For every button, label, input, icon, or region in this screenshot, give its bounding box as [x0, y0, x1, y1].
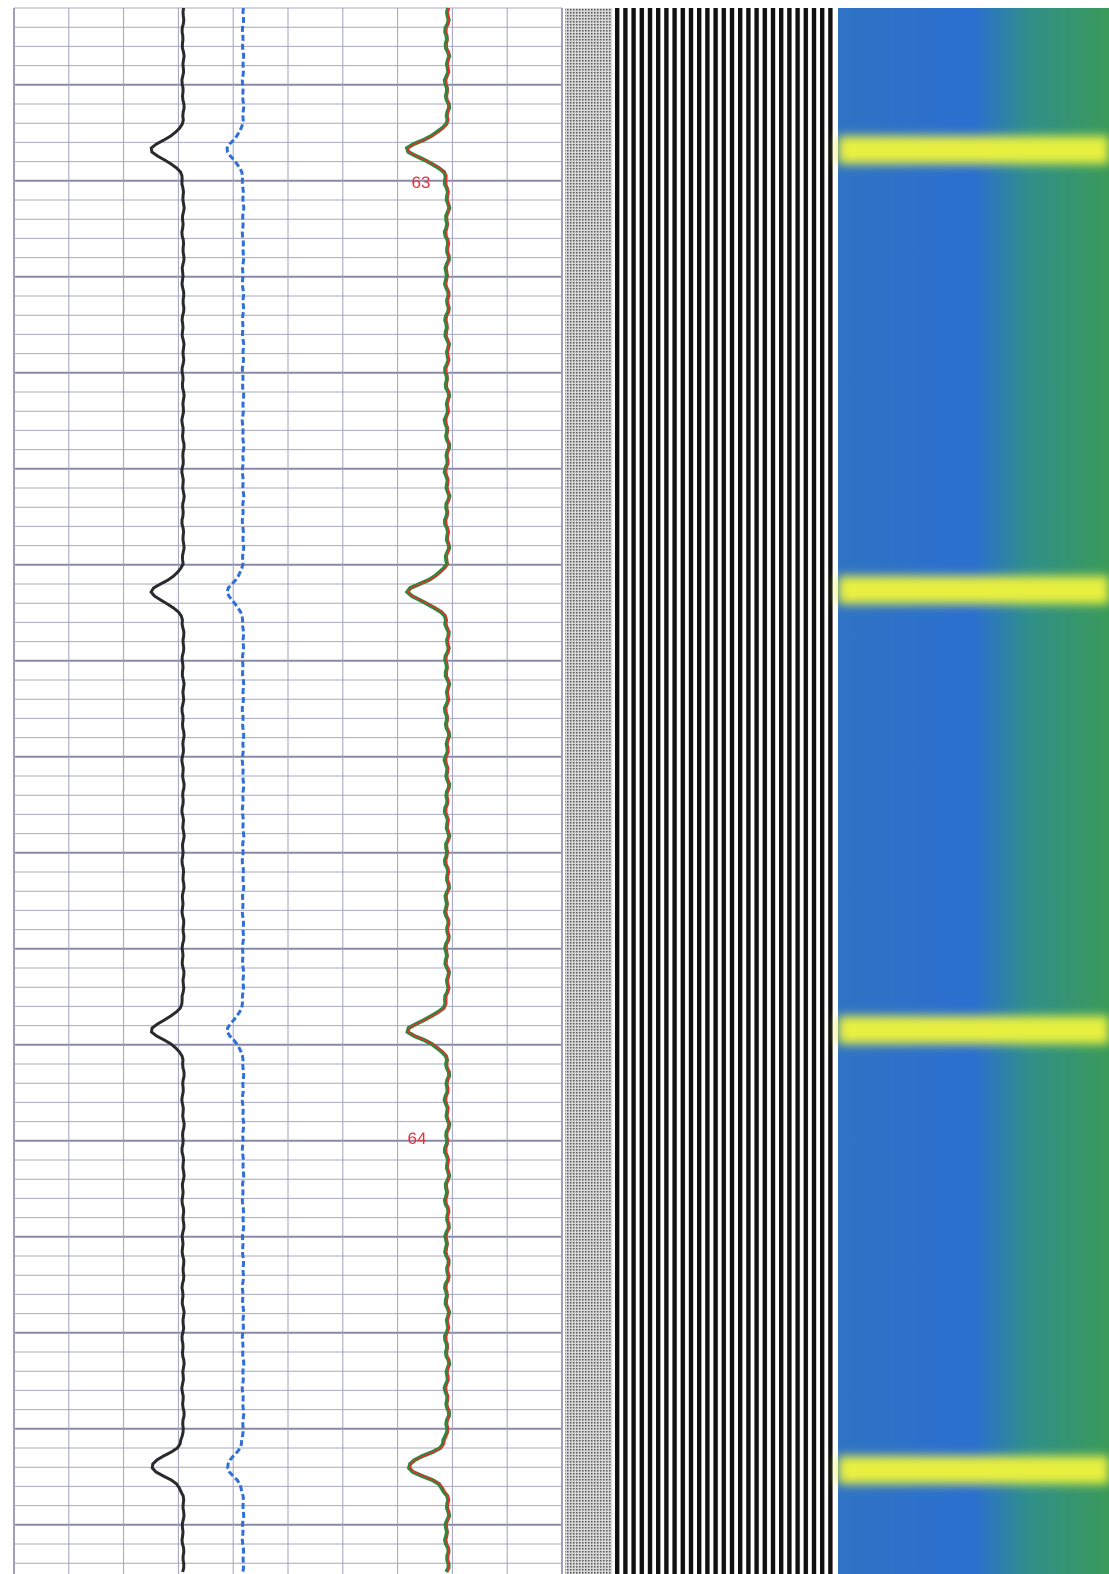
collar-band: [838, 1016, 1109, 1044]
log-curve: [149, 7, 186, 1573]
grid: [13, 7, 563, 1574]
depth-label: 63: [412, 173, 431, 192]
vdl-track: [612, 8, 836, 1574]
collar-band: [838, 576, 1109, 604]
curves: [149, 7, 452, 1573]
log-curve: [225, 7, 246, 1573]
depth-label: 64: [408, 1129, 427, 1148]
collar-band: [838, 1456, 1109, 1484]
vdl-shade: [565, 8, 612, 1574]
image-track: [838, 8, 1109, 1574]
collar-band: [838, 136, 1109, 164]
image-bands: [838, 136, 1109, 1484]
log-curve: [407, 7, 451, 1573]
